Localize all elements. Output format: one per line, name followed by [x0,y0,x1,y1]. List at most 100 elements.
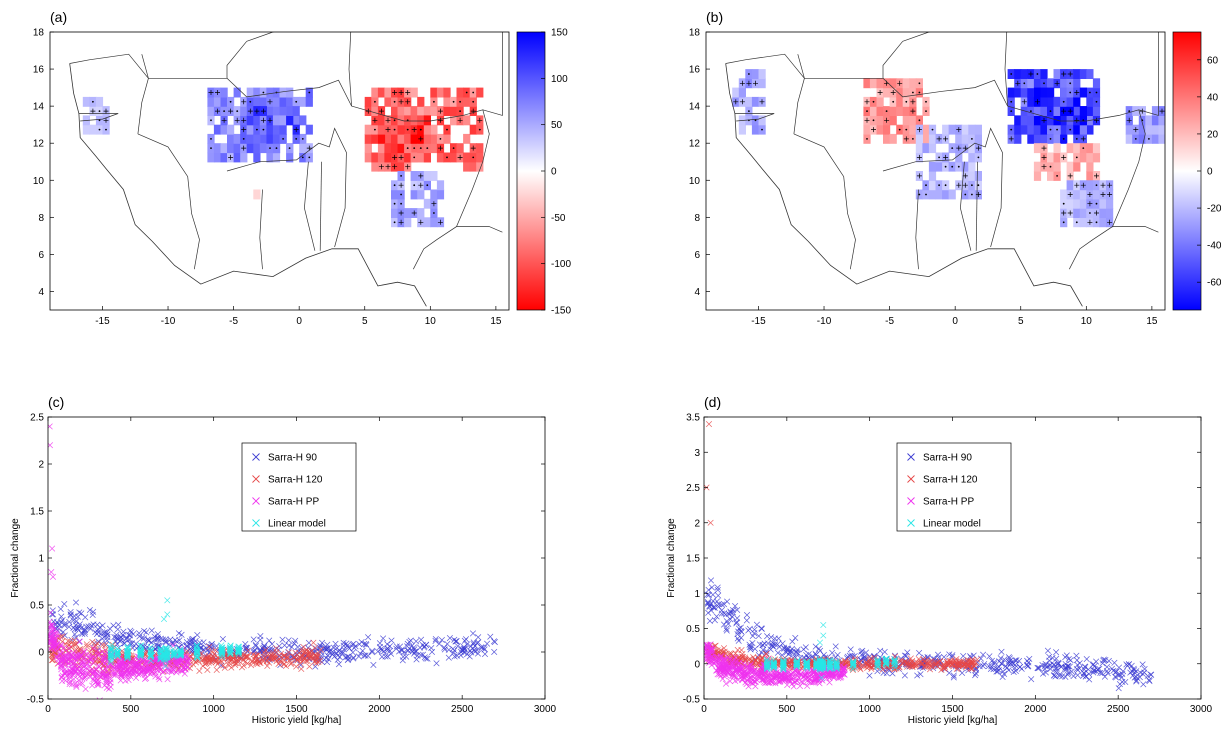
country-border [482,32,503,116]
significance-dot [1062,100,1065,103]
marker-linear-model [832,662,839,669]
marker-sarra-h-pp [76,668,83,675]
marker-sarra-h-90 [378,647,385,654]
marker-sarra-h-90 [267,645,274,653]
significance-dot [249,100,252,103]
marker-sarra-h-90 [67,611,74,618]
marker-linear-model [171,652,178,659]
marker-linear-model [137,642,144,649]
colorbar-tick-label: 150 [551,28,568,39]
marker-sarra-h-pp [60,644,67,651]
map-cell [220,152,228,163]
marker-sarra-h-90 [794,649,801,656]
marker-sarra-h-120 [212,657,219,664]
map-cell [410,115,418,126]
marker-sarra-h-pp [118,674,125,681]
marker-sarra-h-pp [799,679,806,686]
marker-linear-model [816,655,823,662]
map-cell [1099,208,1107,218]
map-cell [272,152,281,163]
marker-sarra-h-90 [285,649,292,656]
marker-sarra-h-120 [953,656,960,663]
map-cell [253,189,261,200]
significance-dot [288,147,291,150]
map-cell [1007,87,1015,98]
y-tick-label: 16 [689,65,701,76]
marker-linear-model [108,644,115,651]
marker-sarra-h-120 [237,655,244,662]
significance-dot [912,138,914,140]
y-tick-label: -0.5 [27,695,45,706]
map-cell [1086,180,1094,191]
marker-sarra-h-90 [346,645,353,652]
marker-sarra-h-90 [361,652,368,659]
marker-sarra-h-90 [1085,666,1092,673]
significance-cross [962,145,968,151]
map-cell [384,133,392,144]
significance-cross [1067,210,1073,216]
marker-sarra-h-120 [213,666,220,673]
map-cell [1151,115,1160,126]
significance-dot [433,212,435,214]
marker-sarra-h-90 [400,653,407,660]
significance-dot [374,100,376,103]
map-cell [1066,180,1074,191]
marker-linear-model [891,656,899,663]
significance-cross [241,117,247,123]
marker-sarra-h-90 [1051,672,1058,679]
marker-linear-model [193,642,200,649]
marker-sarra-h-90 [123,634,130,641]
map-cell [430,133,438,144]
marker-sarra-h-120 [264,657,271,664]
marker-sarra-h-90 [324,659,331,666]
legend-marker [907,497,915,505]
significance-dot [223,110,226,112]
significance-dot [925,100,927,103]
marker-sarra-h-pp [117,677,124,684]
marker-sarra-h-90 [292,637,299,644]
marker-sarra-h-pp [154,667,161,674]
marker-linear-model [218,651,226,658]
marker-sarra-h-90 [61,620,68,627]
marker-sarra-h-pp [67,667,74,674]
marker-sarra-h-pp [122,664,129,671]
map-cell [961,133,969,144]
marker-sarra-h-pp [48,629,55,636]
map-cell [423,115,431,126]
significance-dot [1062,221,1065,224]
colorbar-tick-label: 60 [1207,55,1219,66]
marker-sarra-h-90 [325,656,332,663]
marker-sarra-h-90 [862,649,870,656]
y-tick-label: 0.5 [686,624,700,635]
marker-sarra-h-90 [1059,673,1066,680]
x-tick-label: 2500 [451,704,474,715]
marker-sarra-h-90 [904,649,911,656]
marker-sarra-h-120 [726,650,733,657]
map-cell [876,96,884,107]
colorbar-tick-label: 0 [551,167,557,178]
legend-label: Linear model [923,519,981,530]
significance-dot [1036,73,1039,75]
marker-sarra-h-90 [428,644,435,652]
marker-sarra-h-90 [279,636,286,643]
map-cell [1079,189,1087,200]
marker-sarra-h-pp [789,680,796,687]
significance-cross [437,145,443,151]
marker-sarra-h-90 [985,663,992,670]
marker-sarra-h-90 [1080,670,1088,677]
marker-sarra-h-pp [749,667,756,675]
marker-sarra-h-90 [997,655,1004,662]
significance-cross [1067,71,1073,77]
significance-cross [1041,117,1047,123]
marker-sarra-h-90 [423,641,430,648]
significance-dot [964,193,967,196]
marker-sarra-h-120 [260,658,267,665]
marker-sarra-h-90 [1090,667,1097,674]
marker-sarra-h-pp [162,667,169,674]
marker-sarra-h-90 [386,643,393,650]
colorbar-tick-label: -50 [551,213,566,224]
marker-sarra-h-120 [955,661,962,668]
map-cell [463,115,471,126]
x-tick-label: -15 [95,316,110,327]
map-cell [928,133,937,144]
